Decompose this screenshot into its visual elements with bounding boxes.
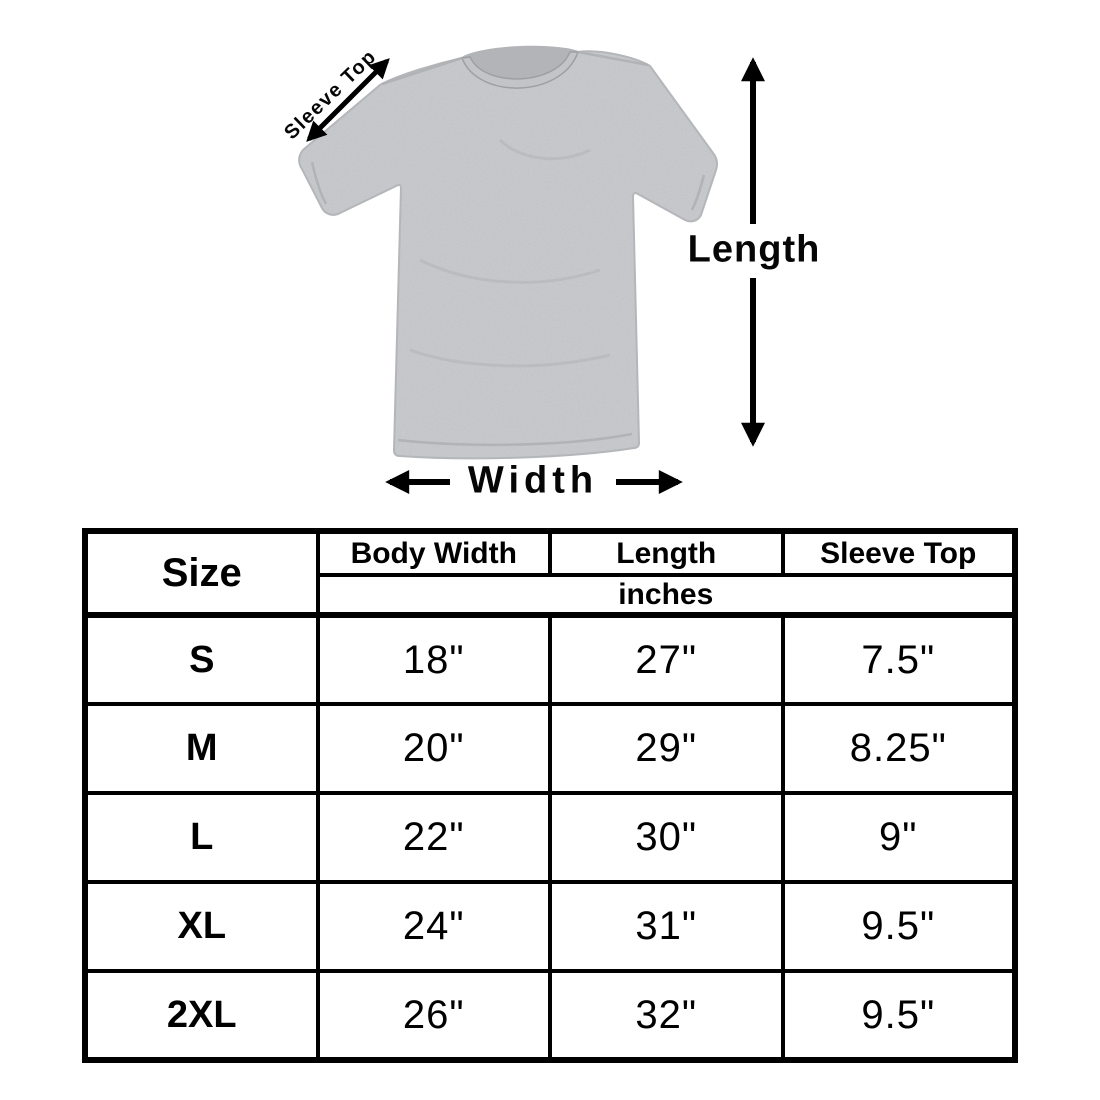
- col-header-body-width: Body Width: [315, 529, 552, 577]
- length-cell: 31": [548, 880, 785, 973]
- size-cell: L: [83, 791, 320, 884]
- length-cell: 30": [548, 791, 785, 884]
- col-header-length: Length: [548, 529, 785, 577]
- body-width-cell: 22": [315, 791, 552, 884]
- tshirt-seams: [310, 50, 706, 447]
- table-header-row: Size Body Width Length Sleeve Top: [83, 529, 1017, 618]
- table-unit-row: inches: [85, 573, 1017, 618]
- size-cell: S: [83, 613, 320, 706]
- table-row-2xl: 2XL 26" 32" 9.5": [83, 969, 1017, 1062]
- col-header-size: Size: [83, 529, 320, 618]
- dimension-arrows: [306, 57, 765, 494]
- body-width-cell: 18": [315, 613, 552, 706]
- size-chart-table: Size Body Width Length Sleeve Top inches…: [82, 528, 1018, 1063]
- sleeve-top-cell: 9.5": [780, 969, 1017, 1062]
- length-dimension-label: Length: [687, 228, 821, 271]
- tshirt-diagram: [298, 45, 765, 494]
- length-cell: 29": [548, 702, 785, 795]
- length-cell: 27": [548, 613, 785, 706]
- size-cell: XL: [83, 880, 320, 973]
- table-row-s: S 18" 27" 7.5": [83, 613, 1017, 706]
- length-cell: 32": [548, 969, 785, 1062]
- size-cell: M: [83, 702, 320, 795]
- tshirt-wrinkles: [409, 138, 611, 368]
- body-width-cell: 26": [315, 969, 552, 1062]
- sleeve-top-cell: 9.5": [780, 880, 1017, 973]
- tshirt-body: [298, 46, 718, 460]
- tshirt-collar: [460, 51, 580, 89]
- body-width-cell: 24": [315, 880, 552, 973]
- unit-header: inches: [315, 573, 1017, 618]
- col-header-sleeve-top: Sleeve Top: [780, 529, 1017, 577]
- sleeve-top-cell: 7.5": [780, 613, 1017, 706]
- table-row-l: L 22" 30" 9": [83, 791, 1017, 884]
- sleeve-top-cell: 9": [780, 791, 1017, 884]
- sleeve-top-cell: 8.25": [780, 702, 1017, 795]
- width-dimension-label: Width: [467, 459, 599, 502]
- table-row-m: M 20" 29" 8.25": [83, 702, 1017, 795]
- tshirt-graphic: [298, 45, 718, 460]
- body-width-cell: 20": [315, 702, 552, 795]
- size-cell: 2XL: [83, 969, 320, 1062]
- sleeve-top-arrow: [306, 58, 390, 142]
- table-row-xl: XL 24" 31" 9.5": [83, 880, 1017, 973]
